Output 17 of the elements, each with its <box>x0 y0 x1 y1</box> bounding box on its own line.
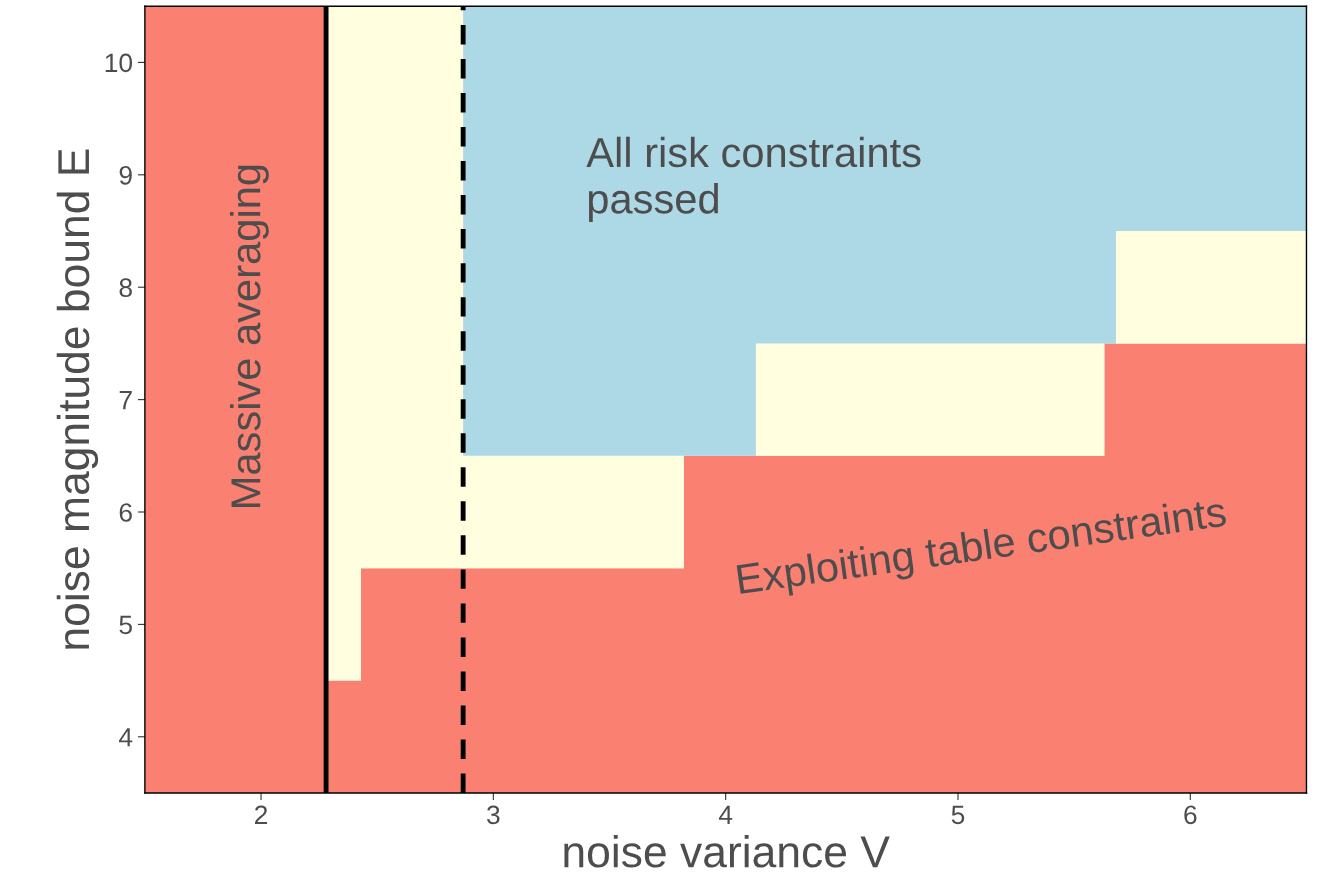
y-tick-label: 10 <box>105 53 133 73</box>
x-tick-label: 3 <box>487 805 500 825</box>
x-axis-title: noise variance V <box>564 834 890 868</box>
y-tick-label: 5 <box>119 615 132 635</box>
x-tick-label: 4 <box>718 805 733 824</box>
y-tick-label: 8 <box>119 278 132 298</box>
annotation: All risk constraints passed <box>586 136 921 222</box>
y-tick-label: 9 <box>119 165 132 185</box>
y-tick-label: 7 <box>119 391 132 410</box>
x-tick-label: 2 <box>255 805 268 824</box>
annotation: Massive averaging <box>229 165 269 507</box>
y-tick-label: 6 <box>119 503 132 522</box>
annotation: Exploiting table constraints <box>736 495 1228 603</box>
x-tick-label: 6 <box>1184 805 1197 825</box>
x-tick-label: 5 <box>951 805 965 825</box>
y-tick-label: 4 <box>119 728 133 747</box>
y-axis-title: noise magnitude bound E <box>56 149 99 649</box>
